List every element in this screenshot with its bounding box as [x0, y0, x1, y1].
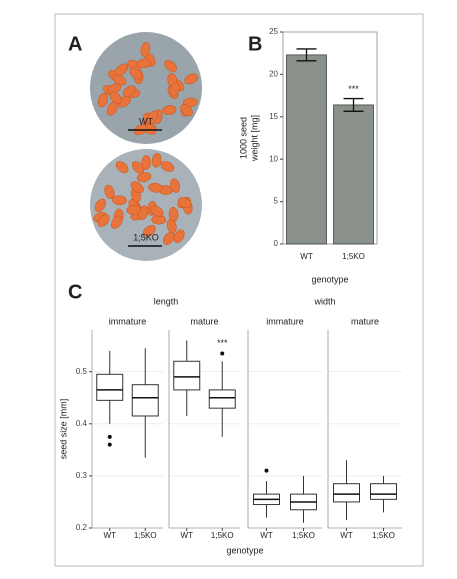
seed [109, 91, 122, 105]
x-tick-label: 1;5KO [292, 531, 315, 540]
seed [168, 207, 179, 222]
seed [150, 205, 164, 217]
seed [129, 67, 143, 80]
seed [166, 218, 177, 234]
x-tick-label: WT [340, 531, 353, 540]
x-tick-label: 1;5KO [342, 252, 365, 261]
panel-title: mature [190, 316, 218, 326]
seed [122, 85, 136, 98]
y-tick-label: 25 [269, 27, 278, 36]
seed [141, 155, 151, 170]
y-tick-label: 0.2 [76, 523, 88, 532]
strip-label: length [154, 296, 179, 306]
seed [126, 205, 142, 215]
box [96, 373, 124, 401]
x-tick-label: WT [104, 531, 117, 540]
seed [173, 229, 185, 244]
strip-label: width [313, 296, 335, 306]
seed [180, 104, 193, 117]
seed [97, 93, 108, 108]
error-bar [296, 48, 317, 62]
x-axis-label: genotype [311, 274, 348, 284]
photo-label: 1;5KO [133, 232, 159, 242]
error-bar [343, 97, 364, 112]
y-axis-label: seed size [mm] [58, 399, 68, 460]
box [208, 389, 236, 409]
x-tick-label: WT [181, 531, 194, 540]
seed [160, 161, 175, 172]
y-tick-label: 0.5 [76, 367, 88, 376]
x-axis-label: genotype [226, 545, 263, 555]
panel-label: B [248, 33, 262, 55]
panel-title: mature [351, 316, 379, 326]
seed [115, 63, 128, 76]
panel-label: C [68, 281, 82, 303]
x-tick-label: WT [300, 252, 313, 261]
bar [286, 54, 327, 245]
seed [164, 60, 177, 73]
photos [90, 32, 202, 261]
box [370, 483, 397, 500]
seed [132, 161, 145, 174]
annotation: *** [348, 84, 359, 94]
x-tick-label: 1;5KO [134, 531, 157, 540]
seed [110, 215, 123, 229]
seed [178, 197, 192, 209]
panel-title: immature [266, 316, 304, 326]
y-axis-label: 1000 seed [238, 117, 248, 159]
annotation: *** [217, 338, 228, 348]
outlier [107, 434, 112, 439]
y-tick-label: 0.3 [76, 471, 88, 480]
seed [148, 182, 163, 193]
seed [184, 73, 199, 85]
x-tick-label: 1;5KO [372, 531, 395, 540]
box [333, 483, 360, 503]
seed [115, 161, 129, 174]
photo-label: WT [139, 116, 153, 126]
seed [161, 105, 177, 115]
y-axis-label: weight [mg] [249, 115, 259, 162]
y-tick-label: 0.4 [76, 419, 88, 428]
x-tick-label: WT [260, 531, 273, 540]
seed [146, 110, 159, 125]
box [173, 360, 201, 391]
seed [97, 214, 110, 227]
seed [140, 42, 151, 57]
seed [136, 58, 152, 69]
seed [104, 184, 115, 199]
y-tick-label: 0 [274, 239, 279, 248]
box [131, 384, 159, 417]
seed [94, 198, 106, 213]
seed [112, 195, 127, 206]
y-tick-label: 5 [274, 197, 279, 206]
seed [169, 178, 180, 193]
photo [90, 149, 202, 261]
panel-label: A [68, 33, 82, 55]
y-tick-label: 20 [269, 70, 278, 79]
seed [151, 153, 162, 168]
outlier [107, 442, 112, 447]
seed [130, 181, 144, 194]
x-tick-label: 1;5KO [211, 531, 234, 540]
y-tick-label: 15 [269, 112, 278, 121]
outlier [264, 468, 269, 473]
photo [90, 32, 202, 144]
panel-title: immature [109, 316, 147, 326]
outlier [220, 351, 225, 356]
seed [169, 82, 180, 97]
bar [333, 104, 374, 245]
y-tick-label: 10 [269, 154, 278, 163]
seed [142, 225, 156, 237]
